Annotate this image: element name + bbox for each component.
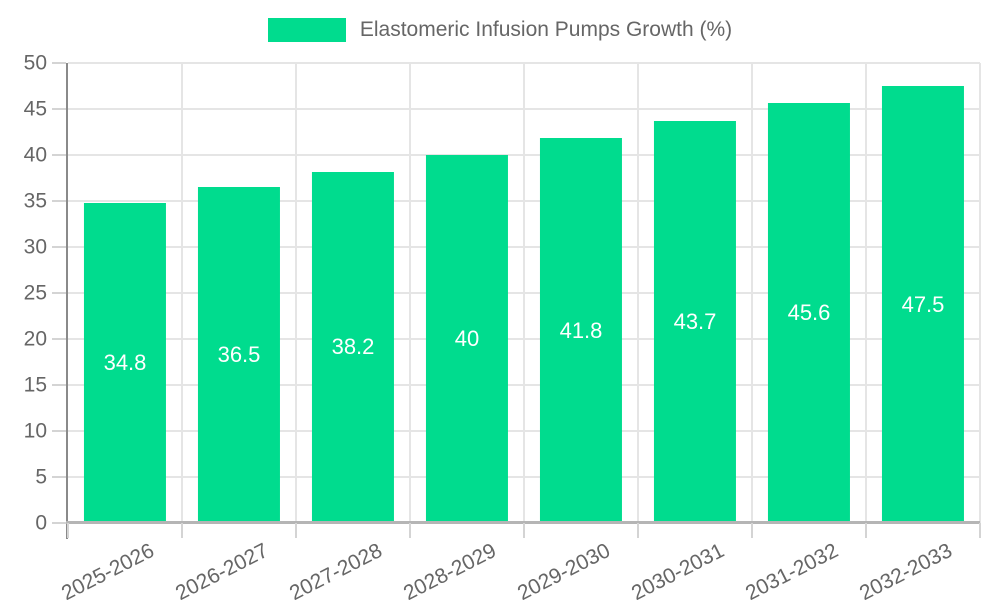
y-axis-tick [52,108,66,110]
plot-area: 0 5 10 15 20 25 30 35 40 45 50 34.8 2025-2026 36.5 20… [24,53,981,600]
y-axis-label: 25 [23,281,47,305]
x-axis-line [66,521,980,524]
y-axis-label: 15 [23,373,47,397]
x-axis-tick [67,523,69,538]
y-axis-tick [52,154,66,156]
bar-slot: 34.8 2025-2026 [58,63,182,600]
y-axis-label: 50 [23,51,47,75]
bar: 47.5 [881,86,965,523]
x-axis-tick [523,523,525,538]
v-gridline [751,63,753,523]
y-axis-label: 35 [23,189,47,213]
y-axis-tick [52,384,66,386]
bar-slot: 38.2 2027-2028 [286,63,410,600]
y-axis-tick [52,246,66,248]
y-axis-tick [52,62,66,64]
x-axis-label: 2025-2026 [57,539,158,600]
bar: 34.8 [83,202,167,523]
v-gridline [523,63,525,523]
x-axis-label: 2031-2032 [741,539,842,600]
y-axis-label: 30 [23,235,47,259]
bar-value-label: 34.8 [103,349,147,375]
x-axis-label: 2032-2033 [855,539,956,600]
x-axis-tick [295,523,297,538]
y-axis-line [66,63,68,539]
x-axis-label: 2027-2028 [285,539,386,600]
bar: 38.2 [311,171,395,523]
y-axis-tick [52,292,66,294]
bar-slot: 36.5 2026-2027 [172,63,296,600]
x-axis-label: 2030-2031 [627,539,728,600]
y-axis-tick [52,338,66,340]
y-axis-tick [52,476,66,478]
y-axis-label: 10 [23,419,47,443]
x-axis-tick [637,523,639,538]
y-axis-label: 20 [23,327,47,351]
y-axis-label: 5 [35,465,47,489]
bar: 41.8 [539,138,623,523]
bar: 43.7 [653,120,737,523]
x-axis-tick [409,523,411,538]
bar-value-label: 43.7 [673,308,717,334]
y-axis-tick [52,522,66,524]
v-gridline [181,63,183,523]
x-axis-label: 2029-2030 [513,539,614,600]
v-gridline [865,63,867,523]
x-axis-tick [751,523,753,538]
bar-value-label: 41.8 [559,317,603,343]
legend-label[interactable]: Elastomeric Infusion Pumps Growth (%) [359,18,733,41]
bar-value-label: 45.6 [787,300,831,326]
legend[interactable]: Elastomeric Infusion Pumps Growth (%) [0,18,1000,42]
bar-value-label: 36.5 [217,342,261,368]
x-axis-tick [979,523,981,538]
bar-value-label: 40 [454,326,480,351]
v-gridline [637,63,639,523]
y-axis-tick [52,200,66,202]
v-gridline [295,63,297,523]
bar-slot: 40 2028-2029 [400,63,524,600]
x-axis-tick [181,523,183,538]
x-axis-label: 2026-2027 [171,539,272,600]
bar-value-label: 47.5 [901,291,945,317]
v-gridline [979,63,981,523]
bar: 36.5 [197,187,281,523]
bar-slot: 43.7 2030-2031 [628,63,752,600]
y-axis-label: 0 [35,511,47,535]
v-gridline [409,63,411,523]
y-axis-label: 40 [23,143,47,167]
y-axis-tick [52,430,66,432]
bar: 45.6 [767,103,851,523]
x-axis-label: 2028-2029 [399,539,500,600]
bar-value-label: 38.2 [331,334,375,360]
bar: 40 [425,155,509,523]
y-axis-label: 45 [23,97,47,121]
bar-slot: 47.5 2032-2033 [856,63,980,600]
bar-slot: 45.6 2031-2032 [742,63,866,600]
legend-swatch[interactable] [267,18,346,42]
x-axis-tick [865,523,867,538]
bar-slot: 41.8 2029-2030 [514,63,638,600]
